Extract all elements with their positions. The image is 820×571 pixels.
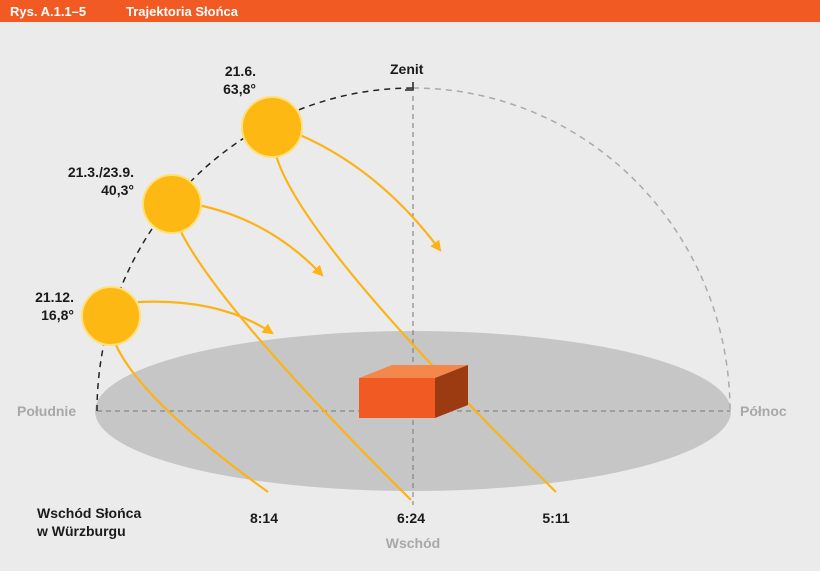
figure-title: Trajektoria Słońca — [126, 4, 239, 19]
sun-rays — [113, 133, 557, 501]
ray-arrow — [137, 300, 274, 335]
east-label: Wschód — [386, 535, 440, 551]
ray-line — [274, 154, 557, 493]
sun — [142, 174, 202, 234]
ray-line — [113, 342, 269, 493]
sunrise-time: 6:24 — [397, 510, 425, 526]
zenith-mark — [405, 82, 414, 91]
sun-date: 21.6. — [225, 63, 256, 79]
sun-angle: 63,8° — [223, 81, 256, 97]
sunrise-time: 8:14 — [250, 510, 278, 526]
ray-arrow — [299, 133, 442, 252]
sun-angle: 40,3° — [101, 182, 134, 198]
sun — [241, 96, 303, 158]
sun — [81, 286, 141, 346]
north-label: Północ — [740, 403, 787, 419]
sunrise-label: w Würzburgu — [36, 523, 126, 539]
sunrise-time: 5:11 — [542, 510, 569, 526]
building-top — [359, 365, 468, 378]
ray-arrow — [197, 203, 324, 277]
ray-line — [179, 229, 412, 501]
header-bar — [0, 0, 820, 22]
building-front — [359, 378, 435, 418]
building-side — [435, 365, 468, 418]
figure-number: Rys. A.1.1–5 — [10, 4, 86, 19]
zenith-label: Zenit — [390, 61, 424, 77]
south-label: Południe — [17, 403, 76, 419]
sun-angle: 16,8° — [41, 307, 74, 323]
sun-date: 21.3./23.9. — [68, 164, 134, 180]
sun-date: 21.12. — [35, 289, 74, 305]
sunrise-label: Wschód Słońca — [37, 505, 141, 521]
